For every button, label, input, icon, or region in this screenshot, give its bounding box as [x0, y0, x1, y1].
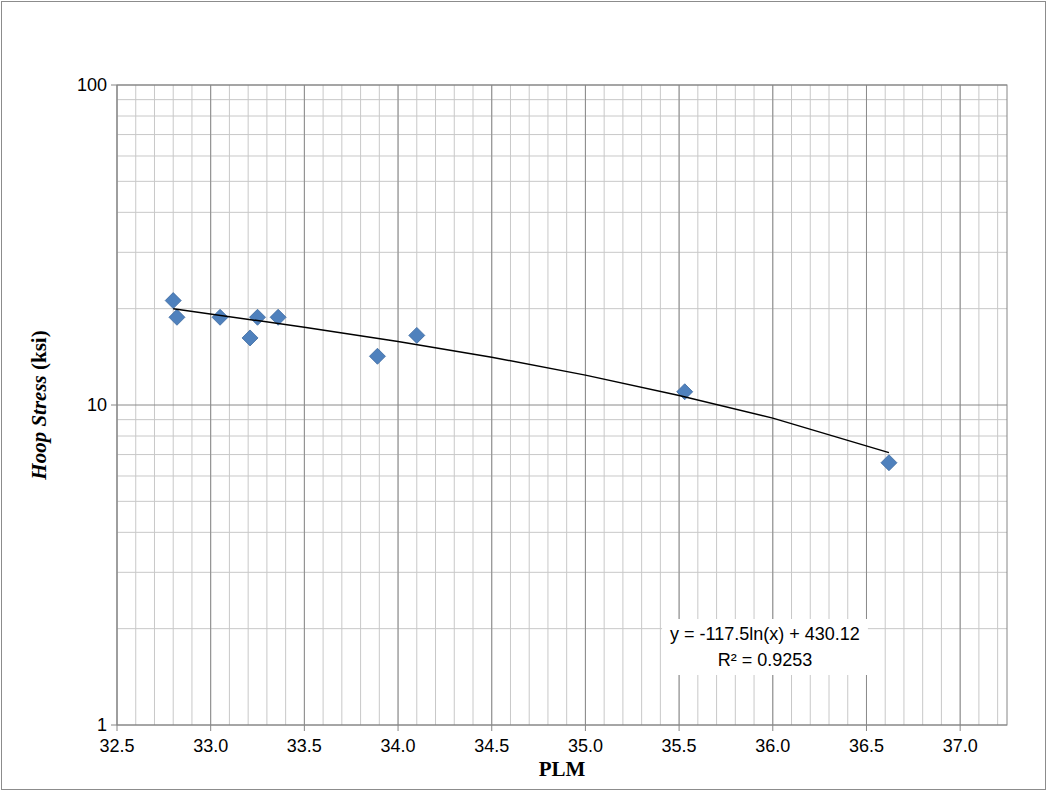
- marks: [165, 293, 897, 471]
- axes: 32.5 33.0 33.5 34.0 34.5 35.0 35.5 36.0 36.5 37.0…: [77, 75, 978, 756]
- y-tick: [111, 725, 117, 726]
- data-point: [409, 327, 425, 343]
- x-tick-label: 37.0: [943, 736, 978, 756]
- y-tick-label: 100: [77, 75, 107, 95]
- data-point: [250, 309, 266, 325]
- chart-border: [2, 2, 1046, 790]
- data-point: [169, 309, 185, 325]
- y-tick: [111, 85, 117, 86]
- x-tick-label: 36.5: [849, 736, 884, 756]
- x-axis-title: PLM: [539, 757, 586, 781]
- data-point: [212, 309, 228, 325]
- data-point: [369, 348, 385, 364]
- minor-grid-line: [117, 532, 1007, 533]
- y-axis-title-part: (ksi): [27, 330, 51, 370]
- x-tick-label: 33.0: [193, 736, 228, 756]
- minor-grid-line: [117, 116, 1007, 117]
- data-point: [165, 293, 181, 309]
- x-tick: [117, 725, 118, 731]
- minor-grid-line: [117, 501, 1007, 502]
- minor-grid-line: [117, 212, 1007, 213]
- minor-grid-line: [117, 181, 1007, 182]
- x-tick: [398, 725, 399, 731]
- plot-frame: [117, 85, 1007, 725]
- y-axis-title: Hoop Stress (ksi): [27, 330, 51, 480]
- x-tick-label: 35.5: [662, 736, 697, 756]
- x-tick: [491, 725, 492, 731]
- data-point: [881, 455, 897, 471]
- x-tick: [304, 725, 305, 731]
- grid: [117, 85, 1007, 725]
- x-tick-label: 36.0: [755, 736, 790, 756]
- x-tick: [866, 725, 867, 731]
- chart: 32.5 33.0 33.5 34.0 34.5 35.0 35.5 36.0 36.5 37.0…: [0, 0, 1047, 791]
- minor-grid-line: [117, 419, 1007, 420]
- data-point: [242, 330, 258, 346]
- minor-grid-line: [117, 155, 1007, 156]
- minor-grid-line: [117, 308, 1007, 309]
- annotation-text: R² = 0.9253: [718, 650, 813, 670]
- annotation-box: [662, 619, 868, 675]
- x-tick: [679, 725, 680, 731]
- minor-grid-line: [117, 572, 1007, 573]
- x-tick-label: 33.5: [287, 736, 322, 756]
- minor-grid-line: [117, 99, 1007, 100]
- minor-grid-line: [117, 252, 1007, 253]
- y-tick: [111, 405, 117, 406]
- x-tick: [210, 725, 211, 731]
- x-tick-label: 34.0: [381, 736, 416, 756]
- minor-grid-line: [117, 436, 1007, 437]
- grid-line: [117, 405, 1007, 406]
- trend-line: [173, 309, 889, 453]
- minor-grid-line: [117, 134, 1007, 135]
- x-tick-label: 34.5: [474, 736, 509, 756]
- annotation-text: y = -117.5ln(x) + 430.12: [670, 624, 860, 644]
- minor-grid-line: [117, 454, 1007, 455]
- x-tick-label: 35.0: [568, 736, 603, 756]
- y-axis-title-part: Hoop Stress: [27, 370, 51, 481]
- minor-grid-line: [117, 475, 1007, 476]
- y-tick-label: 10: [87, 395, 107, 415]
- x-tick: [585, 725, 586, 731]
- y-tick-label: 1: [97, 715, 107, 735]
- x-tick-label: 32.5: [99, 736, 134, 756]
- minor-grid-line: [117, 628, 1007, 629]
- x-tick: [772, 725, 773, 731]
- x-tick: [960, 725, 961, 731]
- annotation: y = -117.5ln(x) + 430.12 R² = 0.9253: [662, 619, 868, 675]
